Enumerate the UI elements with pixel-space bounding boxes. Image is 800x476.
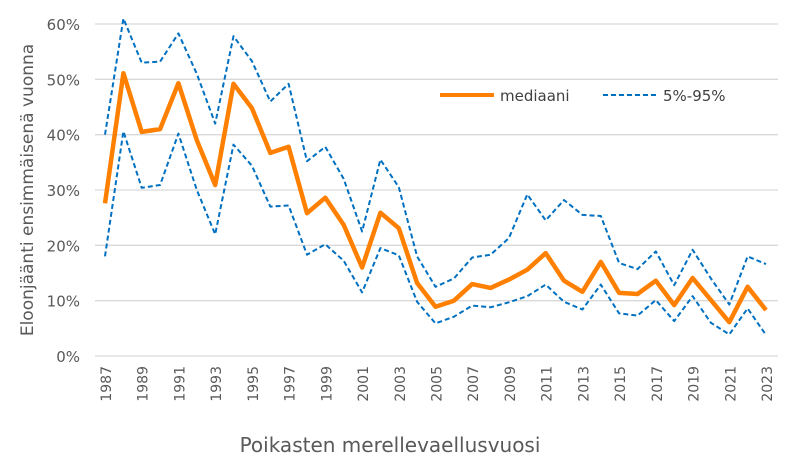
x-tick-label: 1989 xyxy=(136,366,152,402)
x-tick-label: 1987 xyxy=(99,366,115,402)
x-tick-label: 2015 xyxy=(613,366,629,402)
y-tick-label: 20% xyxy=(47,237,80,255)
x-tick-label: 2001 xyxy=(356,366,372,402)
x-tick-label: 2007 xyxy=(466,366,482,402)
x-tick-label: 1997 xyxy=(283,366,299,402)
x-tick-label: 2013 xyxy=(576,366,592,402)
x-tick-label: 1999 xyxy=(319,366,335,402)
y-tick-label: 40% xyxy=(47,127,80,145)
x-tick-label: 2005 xyxy=(430,366,446,402)
x-tick-label: 2009 xyxy=(503,366,519,402)
x-tick-label: 2021 xyxy=(723,366,739,402)
x-tick-label: 2019 xyxy=(687,366,703,402)
legend-label-median: mediaani xyxy=(500,87,570,105)
y-tick-label: 50% xyxy=(47,71,80,89)
x-axis-title: Poikasten merellevaellusvuosi xyxy=(240,433,541,457)
y-tick-label: 30% xyxy=(47,182,80,200)
y-tick-label: 10% xyxy=(47,293,80,311)
x-tick-label: 2003 xyxy=(393,366,409,402)
x-tick-label: 1993 xyxy=(209,366,225,402)
y-axis-title: Eloonjäänti ensimmäisenä vuonna xyxy=(18,44,38,336)
x-tick-label: 1995 xyxy=(246,366,262,402)
x-tick-label: 2011 xyxy=(540,366,556,402)
upper-95-line xyxy=(104,17,767,306)
median-line xyxy=(102,70,768,325)
x-tick-label: 2017 xyxy=(650,366,666,402)
x-tick-label: 2023 xyxy=(760,366,776,402)
y-tick-label: 0% xyxy=(56,348,80,366)
legend-label-interval: 5%-95% xyxy=(663,87,726,105)
x-tick-label: 1991 xyxy=(172,366,188,402)
legend: mediaani 5%-95% xyxy=(440,87,726,105)
y-tick-label: 60% xyxy=(47,16,80,34)
